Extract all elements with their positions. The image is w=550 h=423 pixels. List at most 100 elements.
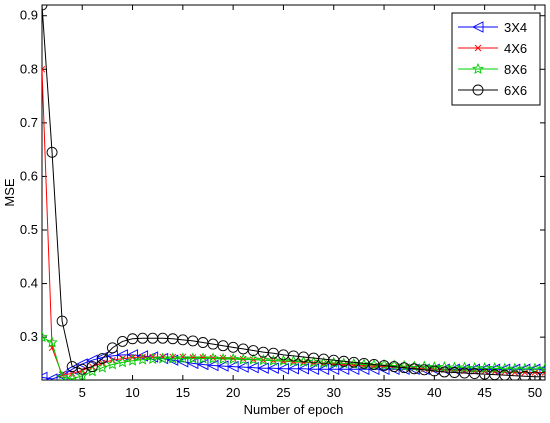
plot-series [42, 5, 545, 380]
data-point [96, 353, 108, 365]
series-line [42, 5, 545, 378]
data-point [297, 363, 310, 375]
data-point [46, 373, 58, 380]
data-point [46, 336, 58, 348]
legend-item: 8X6 [458, 62, 527, 77]
data-point [368, 358, 380, 370]
legend-label: 4X6 [504, 41, 527, 56]
data-point [217, 352, 229, 365]
data-point [418, 360, 431, 372]
y-tick-label: 0.3 [20, 329, 38, 344]
data-point [66, 372, 79, 380]
data-point [488, 362, 501, 374]
y-axis-title: MSE [2, 178, 17, 207]
data-point [42, 330, 48, 343]
data-point [42, 65, 46, 73]
data-point [156, 352, 169, 364]
y-tick-label: 0.6 [20, 168, 38, 183]
data-point [237, 353, 250, 365]
data-point [146, 352, 159, 365]
data-point [468, 362, 481, 374]
data-point [207, 352, 219, 364]
legend-item: 4X6 [458, 41, 527, 56]
data-point [458, 361, 471, 373]
data-point [176, 356, 189, 368]
data-point [116, 356, 129, 368]
data-point [76, 363, 88, 375]
data-point [117, 335, 128, 347]
data-point [56, 371, 68, 380]
data-point [196, 358, 209, 371]
legend-item: 6X6 [458, 83, 527, 98]
x-tick-label: 50 [528, 385, 542, 400]
x-tick-label: 5 [79, 385, 86, 400]
y-tick-label: 0.7 [20, 115, 38, 130]
data-point [106, 358, 119, 370]
data-point [478, 362, 491, 374]
data-point [166, 352, 179, 364]
data-point [388, 359, 400, 371]
data-point [438, 360, 451, 373]
legend-item: 3X4 [458, 20, 527, 35]
x-tick-label: 15 [176, 385, 190, 400]
data-point [187, 352, 199, 364]
data-point [86, 361, 98, 373]
data-point [136, 350, 149, 362]
data-point [307, 356, 320, 368]
data-point [247, 361, 259, 374]
x-tick-label: 40 [427, 385, 441, 400]
data-point [46, 146, 58, 158]
data-point [129, 354, 136, 361]
y-tick-label: 0.5 [20, 222, 38, 237]
data-point [317, 356, 330, 368]
data-point [448, 361, 461, 373]
y-tick-label: 0.9 [20, 8, 38, 23]
data-point [207, 359, 219, 372]
y-tick-label: 0.8 [20, 61, 38, 76]
data-point [378, 358, 390, 370]
legend: 3X4 4X6 8X6 6X6 [451, 12, 541, 106]
data-point [66, 361, 78, 373]
data-point [126, 354, 139, 366]
y-tick-label: 0.4 [20, 276, 38, 291]
x-tick-label: 45 [477, 385, 491, 400]
data-point [227, 352, 240, 365]
data-point [267, 362, 279, 374]
x-tick-label: 30 [327, 385, 341, 400]
data-point [247, 353, 260, 365]
x-tick-label: 25 [276, 385, 290, 400]
data-point [139, 353, 146, 361]
data-point [166, 354, 179, 366]
data-point [42, 371, 48, 380]
data-point [539, 371, 545, 380]
x-tick-label: 20 [226, 385, 240, 400]
legend-marker [472, 84, 484, 96]
data-point [539, 362, 545, 374]
data-point [58, 371, 66, 378]
data-point [176, 352, 189, 364]
data-point [56, 315, 68, 327]
data-point [96, 361, 109, 373]
data-point [197, 352, 209, 364]
data-point [136, 353, 149, 365]
legend-marker [471, 21, 484, 33]
x-tick-label: 10 [125, 385, 139, 400]
series-6x6 [42, 5, 545, 380]
legend-label: 3X4 [504, 20, 527, 35]
data-point [267, 354, 280, 366]
data-point [529, 362, 541, 374]
legend-label: 8X6 [504, 62, 527, 77]
data-point [428, 360, 441, 373]
legend-marker [474, 44, 482, 52]
data-point [76, 369, 89, 380]
data-point [217, 360, 229, 372]
x-axis-title: Number of epoch [244, 402, 344, 417]
data-point [257, 354, 270, 366]
data-point [76, 358, 88, 370]
data-point [227, 360, 239, 373]
data-point [277, 354, 290, 366]
data-point [498, 362, 511, 374]
legend-marker [472, 62, 484, 74]
legend-label: 6X6 [504, 83, 527, 98]
